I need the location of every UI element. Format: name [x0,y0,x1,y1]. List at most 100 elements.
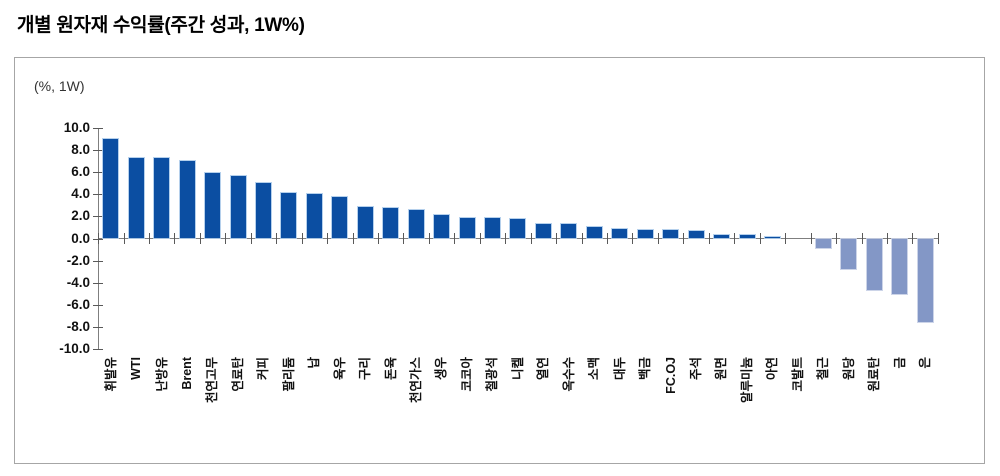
x-label: 천연가스 [409,357,424,404]
bar [586,227,602,238]
bar [128,158,144,238]
x-tick [632,233,634,244]
x-tick [810,233,812,244]
bar [459,218,475,238]
x-tick [327,233,328,244]
bar [255,183,271,238]
y-tick [93,304,103,306]
x-tick [886,233,888,244]
bar [230,176,246,238]
y-tick-label: -4.0 [66,274,90,290]
x-label: 난방유 [154,357,169,392]
x-label: 육우 [332,357,347,381]
bar [205,173,220,238]
y-tick-label: -8.0 [66,318,90,334]
bar [688,231,704,238]
y-tick [93,128,103,129]
y-tick [93,150,103,152]
x-tick [734,233,736,244]
x-label: 원면 [714,357,729,381]
x-label: FC.OJ [663,357,678,394]
bar [281,193,297,238]
x-axis-zero-line [98,238,938,239]
x-tick [479,233,481,244]
bar [714,235,729,238]
x-label: 연료탄 [230,357,245,392]
x-label: 코코아 [459,357,474,392]
bar [306,194,322,238]
x-tick [836,233,837,244]
bar [612,229,628,238]
bar [408,210,424,238]
x-label: 열연 [536,357,551,381]
x-label: 주석 [689,357,704,381]
x-label: 휘발유 [103,357,118,392]
bar [815,239,831,248]
x-tick [607,233,608,244]
x-tick [454,233,456,244]
bar [917,239,933,322]
x-tick [708,233,710,244]
bar [764,237,780,238]
y-tick-label: 2.0 [71,208,90,224]
x-tick [556,233,558,244]
y-tick-label: 8.0 [71,142,90,158]
y-tick-label: 10.0 [63,120,90,135]
bar [892,239,908,294]
y-tick [93,282,103,284]
x-tick [428,233,430,244]
x-tick [199,233,201,244]
bar [357,207,373,238]
chart-frame: (%, 1W) 10.0 8.0 6.0 4.0 2.0 0.0 -2.0 -4.0 -6.0 -… [14,57,985,464]
x-tick [225,233,227,244]
bar [434,215,450,238]
x-label: 아연 [765,357,780,381]
x-label: 구리 [358,357,373,381]
x-label: 철근 [816,357,831,381]
x-tick [861,233,863,244]
y-tick [93,216,103,218]
x-tick [937,233,939,244]
x-label: 소맥 [587,357,602,381]
x-label: WTI [129,357,144,380]
y-tick-label: 6.0 [71,164,90,180]
bar [103,139,119,238]
y-tick [93,172,103,174]
x-tick [148,233,150,244]
bar [535,224,551,238]
x-label: Brent [179,357,194,390]
bar [637,230,653,238]
bar [663,230,679,238]
x-label: 은 [918,357,933,369]
x-label: 원당 [841,357,856,381]
y-tick-label: -6.0 [66,296,90,312]
y-tick-label: -10.0 [59,341,90,356]
x-label: 팔리듐 [281,357,296,392]
x-tick [250,233,252,244]
x-tick [759,233,761,244]
y-tick [93,194,103,196]
y-tick [93,326,103,328]
x-label: 코발트 [790,357,805,392]
bar [866,239,882,290]
x-label: 금 [892,357,907,369]
bar [739,235,755,238]
bar [332,197,348,238]
bar [841,239,857,269]
bar [485,218,500,238]
x-label: 돈육 [383,357,398,381]
x-label: 원료탄 [867,357,882,392]
chart-title: 개별 원자재 수익률(주간 성과, 1W%) [17,15,305,36]
x-label: 커피 [256,357,271,381]
x-tick [785,233,787,244]
x-label: 니켈 [510,357,525,381]
x-tick [683,233,685,244]
x-tick [581,233,583,244]
x-tick [530,233,532,244]
x-label: 옥수수 [561,357,576,392]
bar [561,224,577,238]
x-label: 생우 [434,357,449,381]
unit-label: (%, 1W) [34,78,85,94]
x-tick [98,233,99,244]
